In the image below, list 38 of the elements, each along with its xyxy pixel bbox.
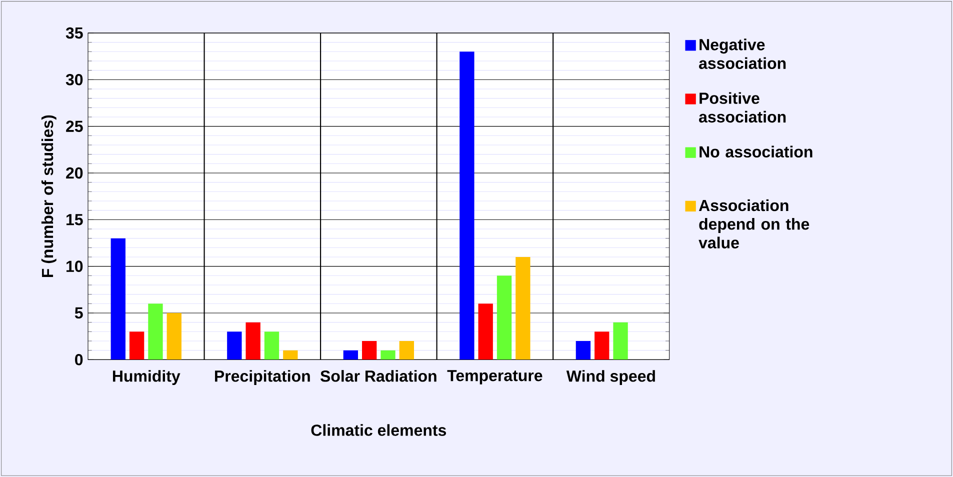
bar — [246, 322, 260, 360]
bar — [516, 256, 530, 360]
y-tick-label: 10 — [66, 260, 83, 272]
legend-label: Negative association — [699, 38, 786, 69]
y-tick-label: 15 — [66, 214, 83, 226]
x-tick-label: Solar Radiation — [320, 370, 436, 382]
y-tick-label: 30 — [66, 74, 83, 86]
bar — [460, 52, 474, 360]
y-tick-label: 25 — [66, 120, 83, 132]
bar — [478, 304, 493, 360]
bar — [129, 332, 144, 360]
legend-label: No association — [700, 146, 812, 158]
x-tick-label: Humidity — [112, 370, 180, 385]
bar — [110, 238, 126, 360]
bar — [362, 340, 377, 360]
x-tick-label: Precipitation — [215, 370, 310, 385]
bar — [496, 276, 512, 360]
bar — [264, 332, 280, 360]
bar — [594, 332, 610, 360]
bar — [166, 312, 182, 360]
y-tick-label: 20 — [66, 167, 83, 179]
bar — [283, 350, 298, 360]
legend-label: Association depend on the value — [698, 199, 810, 248]
y-tick-label: 5 — [74, 307, 83, 319]
legend-label: Positive association — [699, 92, 786, 123]
bar — [399, 340, 414, 360]
bar — [343, 350, 358, 360]
bar — [148, 304, 163, 360]
bar — [576, 340, 591, 360]
x-tick-label: Wind speed — [566, 370, 655, 385]
x-axis-title: Climatic elements — [311, 424, 446, 436]
y-axis-title: F (number of studies) — [41, 115, 56, 278]
bar — [380, 350, 396, 360]
bar — [227, 332, 242, 360]
x-tick-label: Temperature — [447, 370, 542, 384]
bar — [613, 322, 628, 360]
y-tick-label: 0 — [75, 354, 83, 366]
y-tick-label: 35 — [66, 27, 83, 39]
